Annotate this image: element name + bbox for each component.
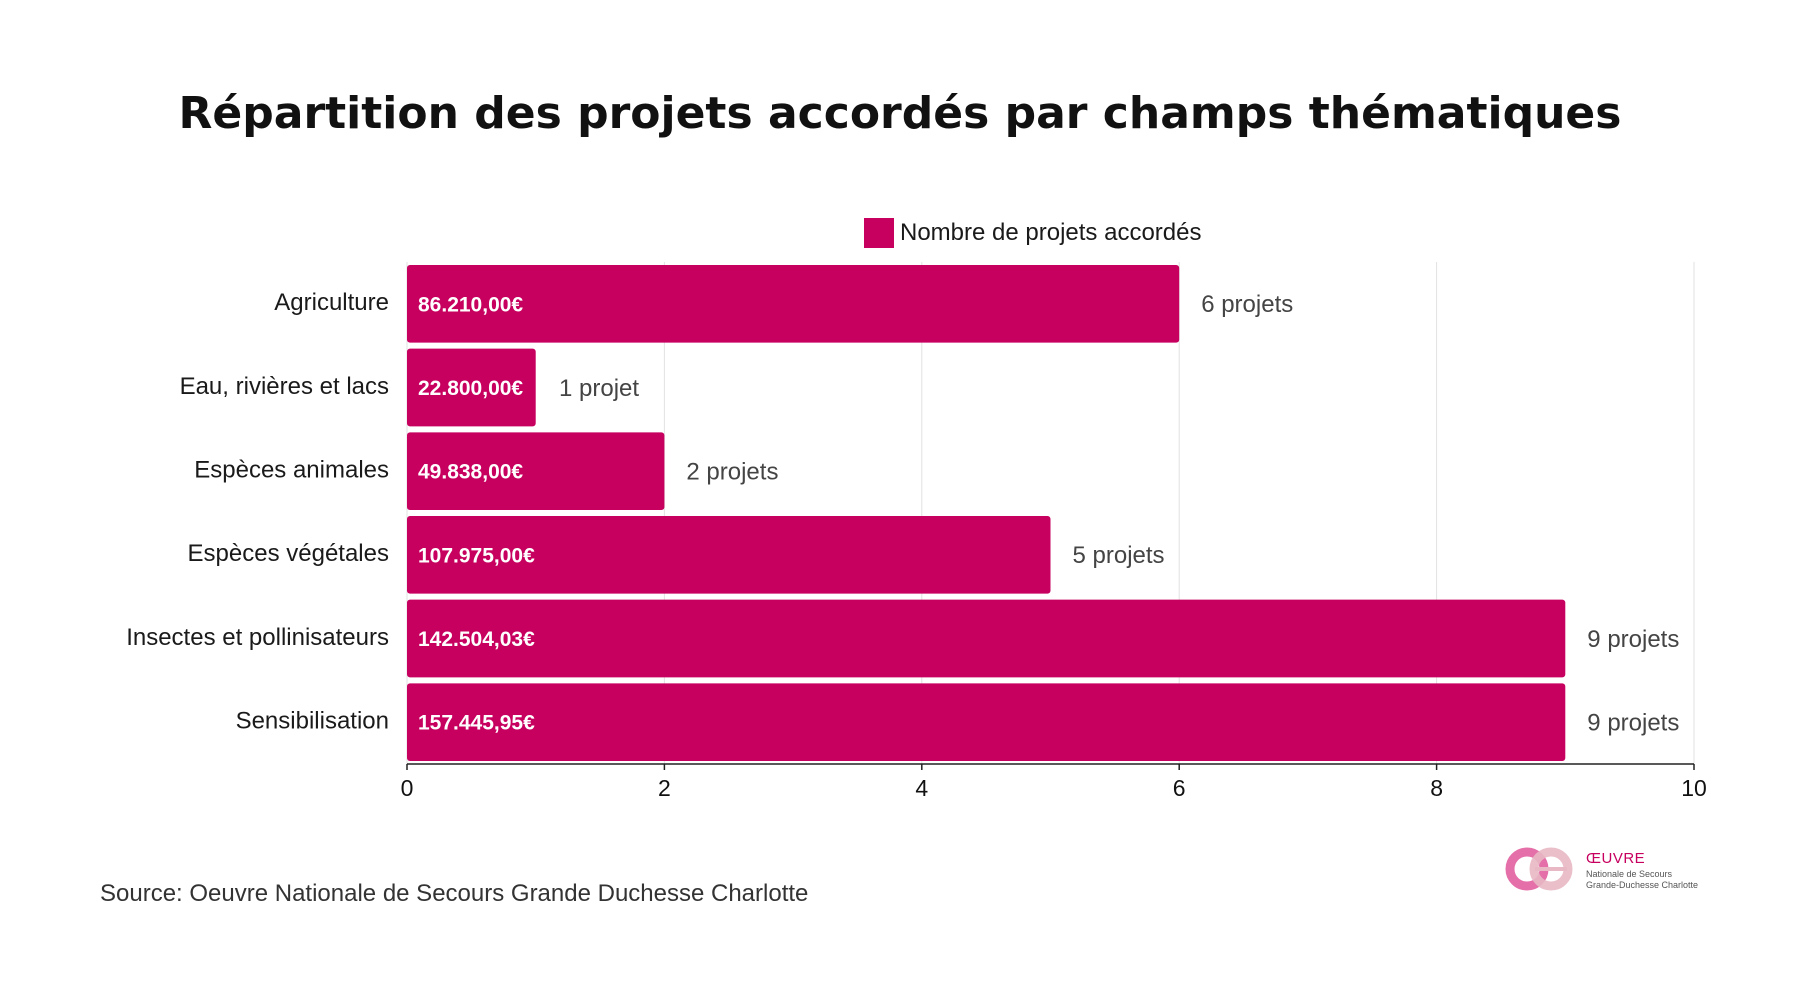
category-label: Espèces animales [194, 457, 389, 484]
bar [407, 432, 665, 510]
legend-label: Nombre de projets accordés [900, 219, 1202, 246]
bar-value-label: 157.445,95€ [418, 712, 535, 735]
bar-value-label: 86.210,00€ [418, 293, 523, 316]
bar [407, 683, 1566, 761]
oe-logo-icon [1505, 847, 1573, 891]
legend-swatch [864, 218, 894, 248]
project-count-label: 2 projets [686, 459, 778, 486]
bar-value-label: 22.800,00€ [418, 377, 523, 400]
category-label: Eau, rivières et lacs [180, 373, 389, 400]
bar-value-label: 142.504,03€ [418, 628, 535, 651]
x-tick-label: 4 [915, 775, 928, 801]
chart-title: Répartition des projets accordés par cha… [178, 88, 1622, 139]
project-count-label: 1 projet [559, 375, 639, 402]
category-label: Sensibilisation [236, 708, 389, 735]
category-label: Espèces végétales [188, 540, 389, 567]
logo-subtitle-line1: Nationale de Secours [1586, 869, 1673, 879]
x-tick-label: 10 [1681, 775, 1707, 801]
project-count-label: 9 projets [1587, 626, 1679, 653]
organization-logo: ŒUVRE Nationale de Secours Grande-Duches… [1505, 846, 1710, 896]
bar [407, 265, 1180, 343]
category-label: Agriculture [274, 289, 389, 316]
project-count-label: 6 projets [1201, 291, 1293, 318]
bar [407, 348, 536, 427]
legend: Nombre de projets accordés [864, 218, 1201, 248]
x-tick-label: 8 [1430, 775, 1443, 801]
project-count-label: 5 projets [1073, 542, 1165, 569]
project-count-label: 9 projets [1587, 710, 1679, 737]
bar [407, 516, 1051, 594]
source-note: Source: Oeuvre Nationale de Secours Gran… [100, 880, 809, 907]
bar-value-label: 107.975,00€ [418, 544, 535, 567]
x-tick-label: 0 [401, 775, 414, 801]
x-tick-label: 2 [658, 775, 671, 801]
bar [407, 599, 1566, 678]
logo-brand: ŒUVRE [1586, 850, 1646, 867]
logo-subtitle-line2: Grande-Duchesse Charlotte [1586, 880, 1699, 890]
bar-value-label: 49.838,00€ [418, 461, 523, 484]
x-tick-label: 6 [1173, 775, 1186, 801]
category-label: Insectes et pollinisateurs [126, 624, 389, 651]
